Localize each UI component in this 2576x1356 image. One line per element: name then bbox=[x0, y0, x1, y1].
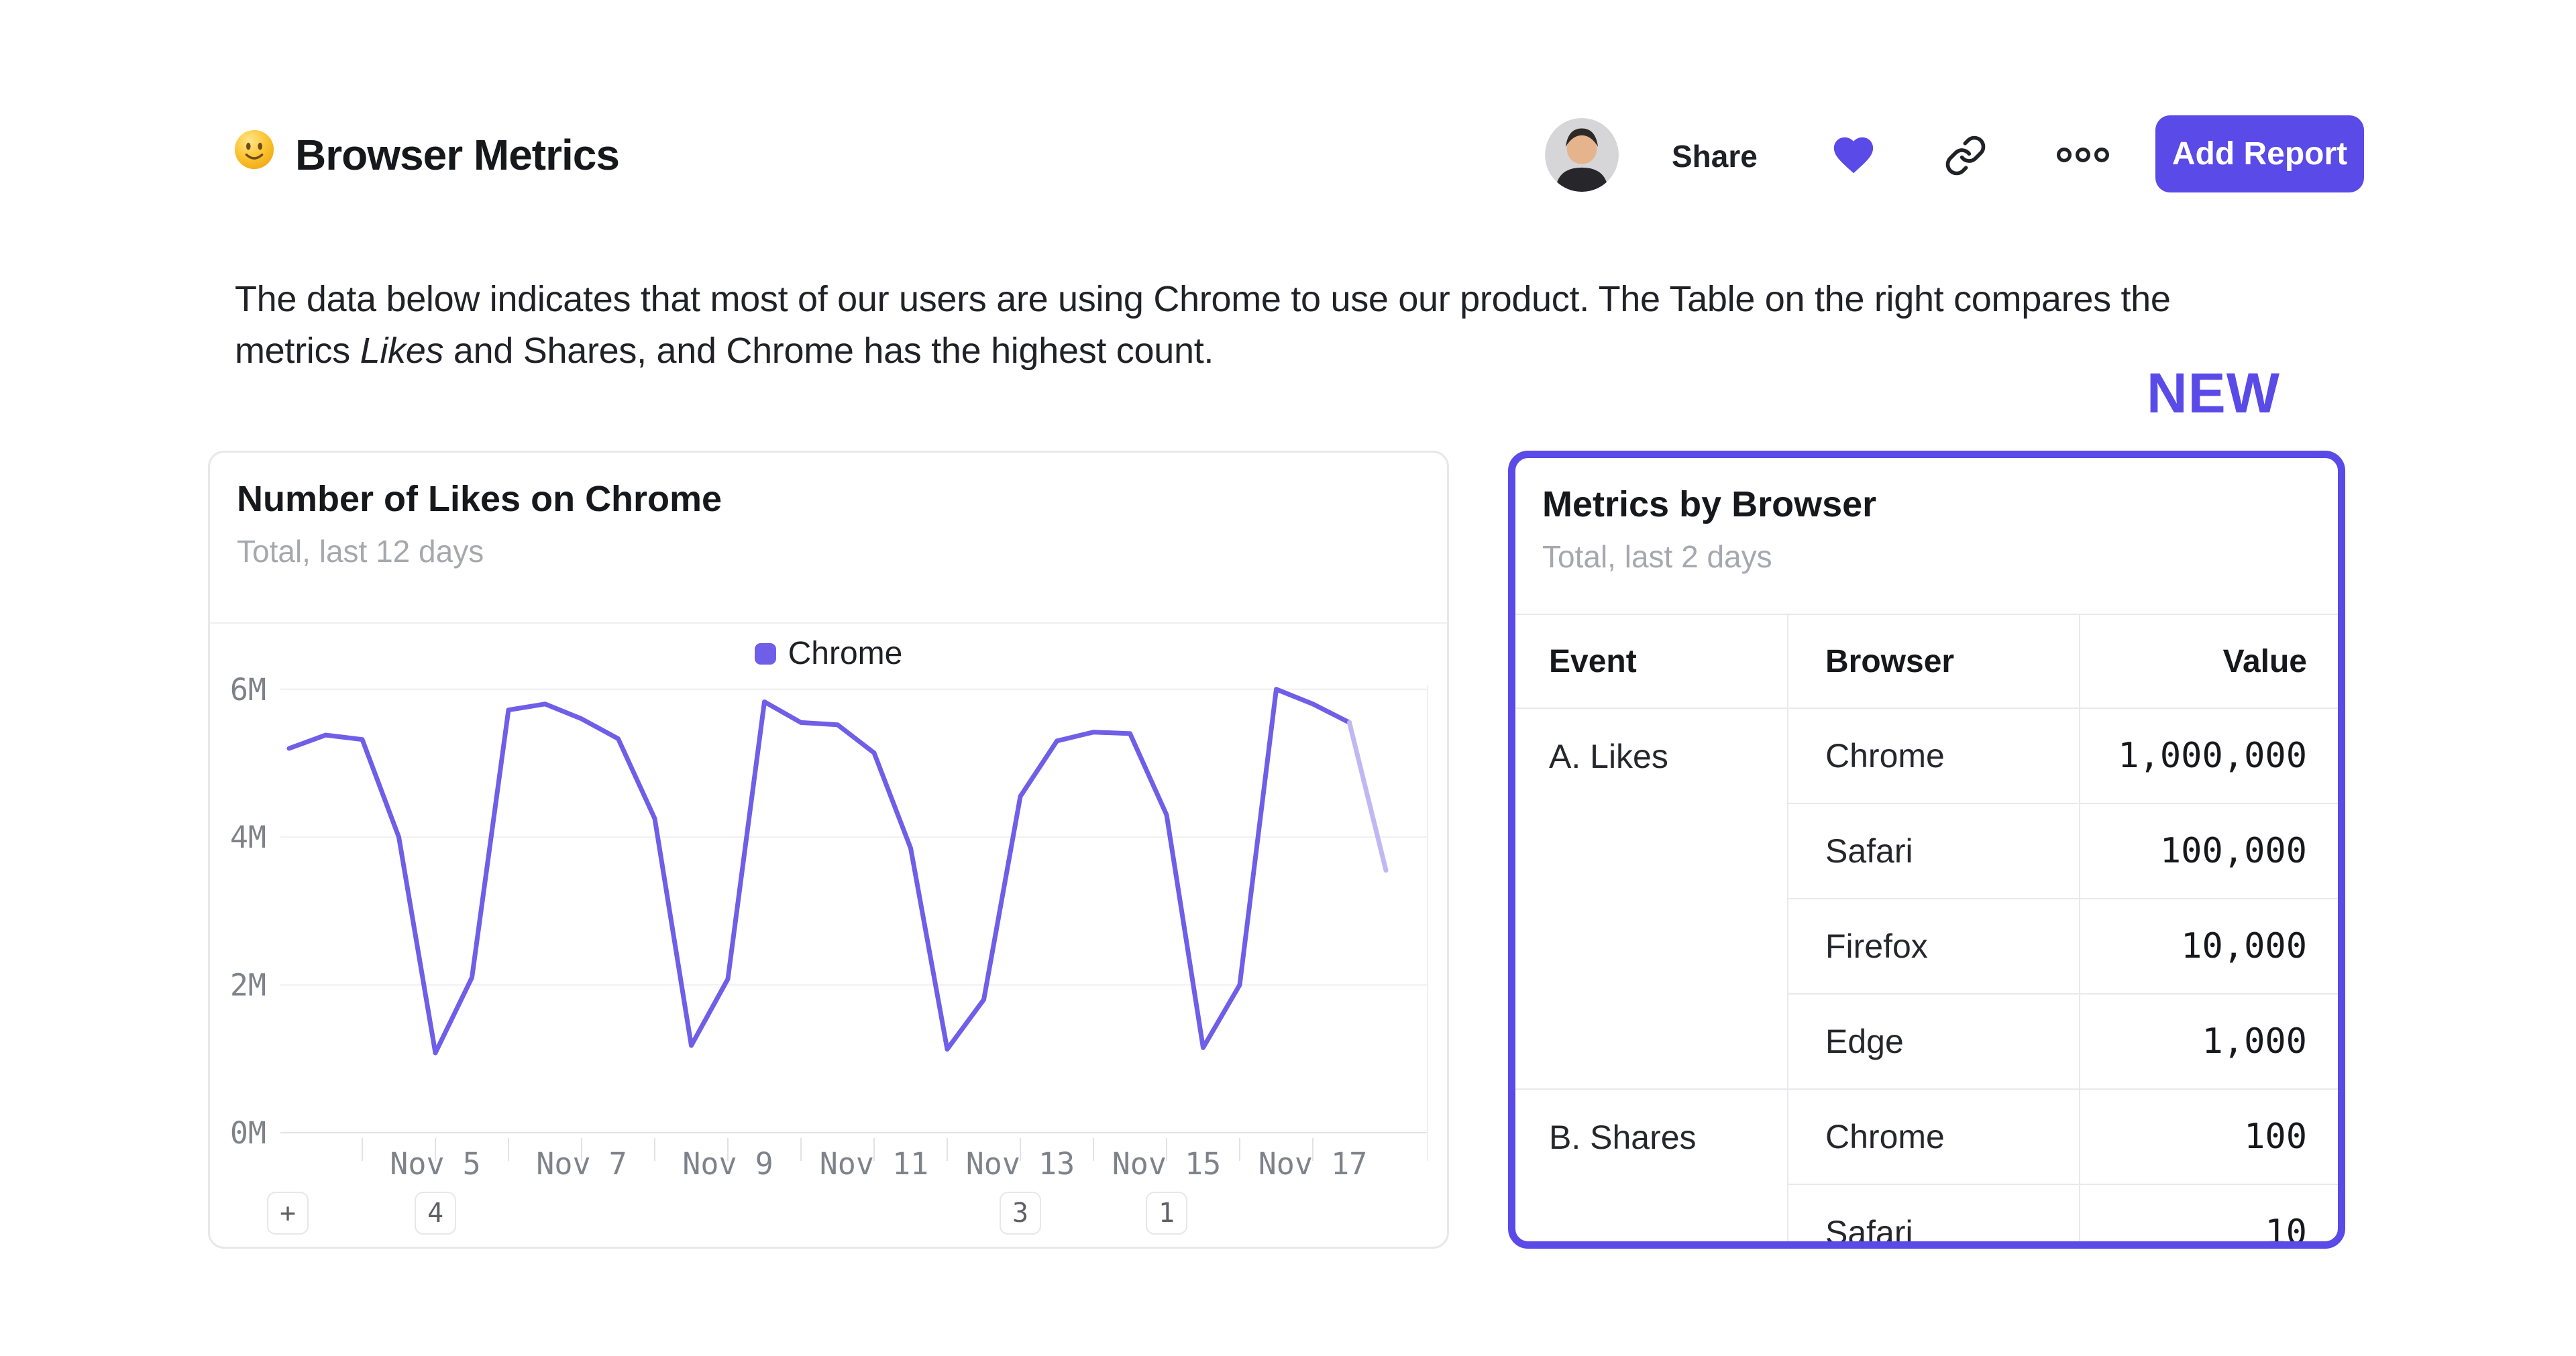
value-cell: 1,000,000 bbox=[2079, 709, 2338, 804]
page-title: Browser Metrics bbox=[295, 131, 620, 179]
chart-legend[interactable]: Chrome bbox=[210, 635, 1447, 672]
event-cell bbox=[1515, 995, 1787, 1090]
value-cell: 1,000 bbox=[2079, 995, 2338, 1090]
y-axis-label: 6M bbox=[230, 672, 266, 708]
likes-chart-svg: 0M 2M 4M 6M Nov 5 Nov 7 Nov 9 Nov 11 Nov 13 Nov 1… bbox=[230, 672, 1428, 1182]
y-axis-label: 4M bbox=[230, 820, 266, 855]
chart-card-title: Number of Likes on Chrome bbox=[237, 479, 722, 519]
column-header-browser: Browser bbox=[1787, 615, 2079, 708]
x-axis-label: Nov 15 bbox=[1112, 1146, 1222, 1182]
legend-label: Chrome bbox=[788, 636, 903, 671]
column-header-value: Value bbox=[2079, 615, 2338, 708]
y-axis-label: 0M bbox=[230, 1115, 266, 1151]
smiley-emoji-icon bbox=[233, 129, 275, 170]
table-row: Edge 1,000 bbox=[1515, 995, 2338, 1090]
value-cell: 10,000 bbox=[2079, 899, 2338, 995]
table-card-subtitle: Total, last 2 days bbox=[1542, 539, 1772, 574]
annotation-chip-3[interactable]: 3 bbox=[1000, 1192, 1041, 1235]
event-cell bbox=[1515, 1185, 1787, 1241]
y-axis-label: 2M bbox=[230, 968, 266, 1003]
browser-cell: Edge bbox=[1787, 995, 2079, 1090]
description-paragraph: The data below indicates that most of ou… bbox=[235, 274, 2469, 377]
x-axis-label: Nov 13 bbox=[966, 1146, 1075, 1182]
browser-cell: Chrome bbox=[1787, 1090, 2079, 1185]
favorite-heart-icon[interactable] bbox=[1829, 131, 1878, 178]
annotation-chip-4[interactable]: 4 bbox=[415, 1192, 456, 1235]
browser-cell: Firefox bbox=[1787, 899, 2079, 995]
add-report-button[interactable]: Add Report bbox=[2155, 115, 2364, 192]
new-badge: NEW bbox=[2147, 361, 2280, 425]
x-axis-label: Nov 11 bbox=[820, 1146, 929, 1182]
table-row: Safari 100,000 bbox=[1515, 804, 2338, 899]
description-line1: The data below indicates that most of ou… bbox=[235, 279, 2171, 319]
table-row: Firefox 10,000 bbox=[1515, 899, 2338, 995]
annotation-chip-1[interactable]: 1 bbox=[1146, 1192, 1187, 1235]
browser-cell: Safari bbox=[1787, 804, 2079, 899]
x-axis-label: Nov 17 bbox=[1258, 1146, 1368, 1182]
column-header-event: Event bbox=[1549, 643, 1637, 679]
table-body: A. Likes Chrome 1,000,000 Safari 100,000 Fire… bbox=[1515, 709, 2338, 1241]
add-annotation-chip[interactable]: + bbox=[267, 1192, 309, 1235]
event-cell: B. Shares bbox=[1549, 1119, 1697, 1156]
value-cell: 100 bbox=[2079, 1090, 2338, 1185]
legend-swatch bbox=[754, 642, 776, 665]
chart-card-subtitle: Total, last 12 days bbox=[237, 534, 484, 569]
table-row: Safari 10 bbox=[1515, 1185, 2338, 1241]
table-row: B. Shares Chrome 100 bbox=[1515, 1090, 2338, 1185]
description-line2-post: and Shares, and Chrome has the highest c… bbox=[443, 331, 1214, 371]
table-card-title: Metrics by Browser bbox=[1542, 484, 1877, 524]
description-likes-italic: Likes bbox=[360, 331, 444, 371]
browser-cell: Safari bbox=[1787, 1185, 2079, 1241]
description-line2-pre: metrics bbox=[235, 331, 360, 371]
chrome-line-series[interactable] bbox=[286, 687, 1352, 1056]
likes-chart-card: Number of Likes on Chrome Total, last 12… bbox=[208, 451, 1449, 1249]
x-axis-label: Nov 9 bbox=[682, 1146, 773, 1182]
browser-cell: Chrome bbox=[1787, 709, 2079, 804]
copy-link-icon[interactable] bbox=[1944, 134, 1987, 177]
more-options-icon[interactable] bbox=[2056, 145, 2110, 165]
user-avatar[interactable] bbox=[1545, 118, 1619, 192]
event-cell bbox=[1515, 899, 1787, 995]
table-row: A. Likes Chrome 1,000,000 bbox=[1515, 709, 2338, 804]
x-axis-label: Nov 5 bbox=[390, 1146, 480, 1182]
table-header-row: Event Browser Value bbox=[1515, 615, 2338, 709]
metrics-table: Event Browser Value A. Likes Chrome 1,000,… bbox=[1515, 614, 2338, 1241]
event-cell bbox=[1515, 804, 1787, 899]
x-axis-label: Nov 7 bbox=[536, 1146, 627, 1182]
card-header-divider bbox=[210, 622, 1447, 624]
value-cell: 100,000 bbox=[2079, 804, 2338, 899]
event-cell: A. Likes bbox=[1549, 738, 1668, 775]
metrics-table-card: Metrics by Browser Total, last 2 days Ev… bbox=[1508, 451, 2345, 1249]
chrome-line-faded-tail bbox=[1347, 720, 1389, 873]
value-cell: 10 bbox=[2079, 1185, 2338, 1241]
share-button[interactable]: Share bbox=[1672, 139, 1758, 174]
